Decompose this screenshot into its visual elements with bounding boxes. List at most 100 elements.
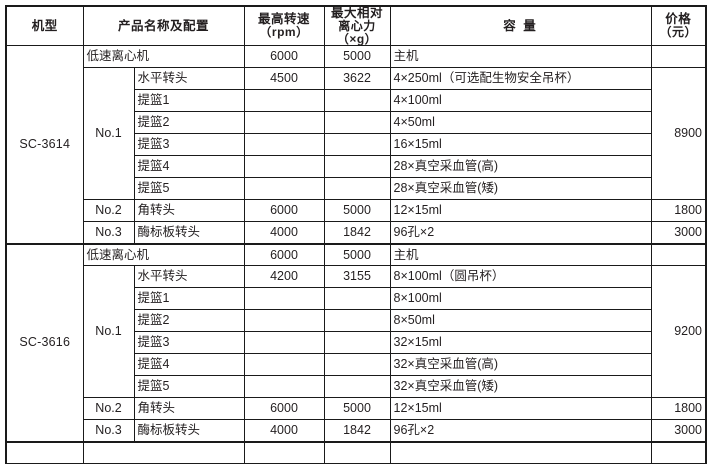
max-speed-unit: （rpm） [259, 25, 309, 40]
cell-price: 8900 [650, 67, 707, 201]
cell-max-speed [243, 287, 325, 311]
column-header-model: 机型 [5, 5, 84, 47]
cell-rotor-no: No.2 [82, 397, 135, 421]
cell-max-speed: 6000 [243, 397, 325, 421]
cell-max-rcf [323, 111, 391, 135]
cell-capacity: 28×真空采血管(高) [389, 155, 652, 179]
table-row[interactable]: No.3 酶标板转头 4000 1842 96孔×2 3000 [6, 221, 707, 245]
price-label: 价格 [665, 12, 692, 27]
cell-product-name: 低速离心机 [82, 45, 245, 69]
table-row[interactable]: No.1 水平转头 4500 3622 4×250ml（可选配生物安全吊杯） 8900 [6, 67, 707, 201]
table-row[interactable]: SC-3616 低速离心机 6000 5000 主机 [5, 242, 707, 443]
cell-price [650, 440, 707, 465]
cell-capacity: 主机 [389, 45, 652, 69]
cell-product-name: 提篮3 [133, 331, 245, 355]
cell-max-rcf [323, 89, 391, 113]
cell-rotor-no: No.3 [82, 221, 135, 245]
cell-rotor-no: No.3 [82, 419, 135, 443]
cell-max-speed [243, 353, 325, 377]
cell-max-rcf [323, 155, 391, 179]
column-header-capacity: 容 量 [389, 5, 652, 47]
cell-model: SC-3616 [5, 242, 84, 443]
table-row[interactable]: SC-3614 低速离心机 6000 5000 主机 [5, 45, 707, 245]
cell-rotor-no: No.2 [82, 199, 135, 223]
cell-max-rcf [323, 353, 391, 377]
cell-max-speed [243, 111, 325, 135]
cell-product-name: 角转头 [133, 397, 245, 421]
cell-product-name: 提篮1 [133, 287, 245, 311]
cell-max-speed [243, 177, 325, 201]
cell-capacity: 12×15ml [389, 397, 652, 421]
cell-max-rcf: 3622 [323, 67, 391, 91]
cell-max-speed [243, 440, 325, 465]
cell-price: 9200 [650, 265, 707, 399]
cell-max-rcf [323, 177, 391, 201]
cell-capacity: 8×50ml [389, 309, 652, 333]
cell-capacity: 32×真空采血管(高) [389, 353, 652, 377]
table-row[interactable]: No.3 酶标板转头 4000 1842 96孔×2 3000 [6, 419, 707, 443]
price-unit: （元） [659, 25, 698, 40]
price-table-container: 机型 产品名称及配置 最高转速 （rpm） 最大相对 离心力 （×g） 容 量 … [5, 5, 708, 465]
cell-max-rcf: 5000 [323, 397, 391, 421]
cell-capacity: 主机 [389, 242, 652, 267]
cell-max-speed: 6000 [243, 199, 325, 223]
cell-product-name: 提篮2 [133, 111, 245, 135]
max-rcf-label-1: 最大相对 [331, 6, 384, 20]
cell-capacity: 12×15ml [389, 199, 652, 223]
cell-product-name: 提篮4 [133, 353, 245, 377]
cell-capacity: 4×250ml（可选配生物安全吊杯） [389, 67, 652, 91]
cell-max-speed: 4000 [243, 419, 325, 443]
table-row[interactable]: 提篮2 8×50ml [6, 309, 706, 333]
cell-max-speed [243, 331, 325, 355]
table-body: SC-3614 低速离心机 6000 5000 主机 No.1 水平转头 4500 3622 4×… [5, 45, 707, 465]
cell-capacity: 32×真空采血管(矮) [389, 375, 652, 399]
table-row[interactable] [5, 440, 707, 465]
column-header-max-rcf: 最大相对 离心力 （×g） [323, 5, 391, 47]
cell-product-name: 酶标板转头 [133, 419, 245, 443]
cell-max-rcf: 5000 [323, 242, 391, 267]
cell-capacity: 32×15ml [389, 331, 652, 355]
table-row[interactable]: 提篮1 4×100ml [6, 89, 706, 113]
max-rcf-label-2: 离心力 [338, 19, 376, 34]
cell-price: 1800 [650, 199, 707, 223]
table-row[interactable]: No.1 水平转头 4200 3155 8×100ml（圆吊杯） 9200 [6, 265, 707, 399]
cell-capacity [389, 440, 652, 465]
cell-model [5, 440, 84, 465]
table-row[interactable]: 提篮3 16×15ml [6, 133, 706, 157]
cell-product-name: 提篮5 [133, 177, 245, 201]
column-header-product-name: 产品名称及配置 [82, 5, 245, 47]
cell-max-speed [243, 155, 325, 179]
cell-rotor-no: No.1 [82, 67, 135, 201]
cell-max-speed [243, 309, 325, 333]
cell-price [650, 242, 707, 267]
cell-max-rcf [323, 133, 391, 157]
cell-max-speed: 4200 [243, 265, 325, 289]
cell-max-speed: 4000 [243, 221, 325, 245]
table-row[interactable]: 提篮1 8×100ml [6, 287, 706, 311]
cell-capacity: 96孔×2 [389, 221, 652, 245]
cell-max-speed [243, 89, 325, 113]
cell-max-rcf: 1842 [323, 419, 391, 443]
cell-capacity: 4×50ml [389, 111, 652, 135]
cell-max-rcf [323, 331, 391, 355]
cell-max-rcf: 3155 [323, 265, 391, 289]
cell-price: 3000 [650, 419, 707, 443]
cell-product-name: 水平转头 [133, 67, 245, 91]
cell-max-rcf [323, 375, 391, 399]
cell-product-name [82, 440, 245, 465]
cell-max-speed: 6000 [243, 45, 325, 69]
cell-max-speed: 6000 [243, 242, 325, 267]
cell-product-name: 提篮4 [133, 155, 245, 179]
cell-max-rcf [323, 287, 391, 311]
header-row: 机型 产品名称及配置 最高转速 （rpm） 最大相对 离心力 （×g） 容 量 … [5, 5, 707, 47]
table-row[interactable]: No.2 角转头 6000 5000 12×15ml 1800 [6, 397, 707, 421]
max-rcf-unit: （×g） [336, 31, 378, 46]
cell-capacity: 16×15ml [389, 133, 652, 157]
centrifuge-price-table: 机型 产品名称及配置 最高转速 （rpm） 最大相对 离心力 （×g） 容 量 … [5, 5, 708, 465]
cell-product-name: 水平转头 [133, 265, 245, 289]
table-row[interactable]: No.2 角转头 6000 5000 12×15ml 1800 [6, 199, 707, 223]
table-row[interactable]: 提篮4 28×真空采血管(高) [6, 155, 706, 179]
cell-model: SC-3614 [5, 45, 84, 245]
column-header-price: 价格 （元） [650, 5, 707, 47]
cell-max-rcf: 1842 [323, 221, 391, 245]
